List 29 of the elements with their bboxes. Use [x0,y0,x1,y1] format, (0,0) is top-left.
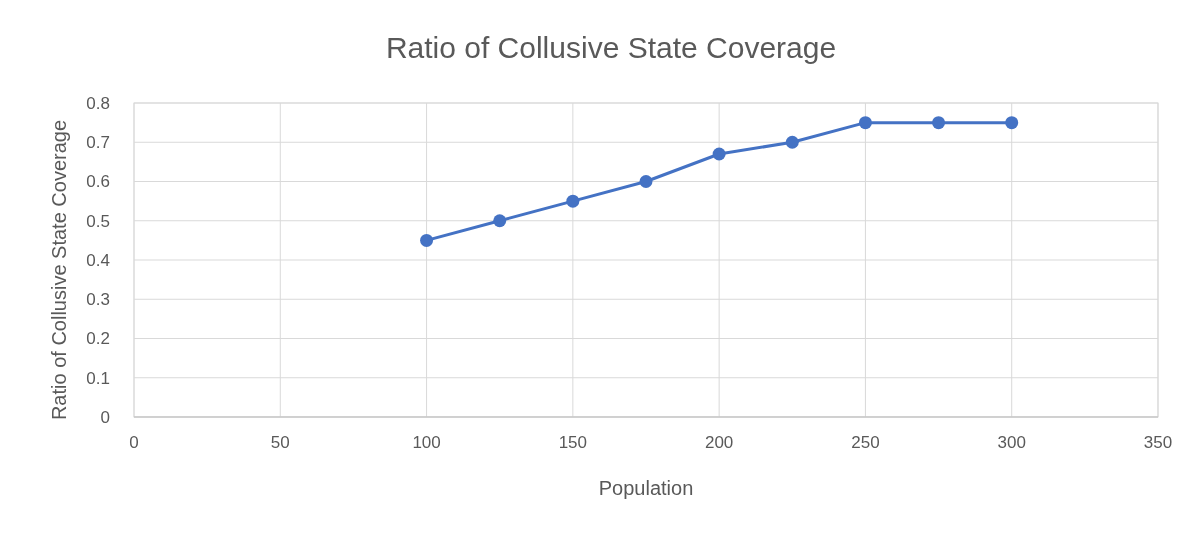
point [493,214,507,228]
y-tick-label: 0.6 [86,172,110,192]
point [639,175,653,188]
point [1005,116,1019,130]
y-tick-label: 0 [100,407,110,427]
point [712,147,726,161]
point [566,194,580,208]
y-axis-title: Ratio of Collusive State Coverage [48,119,70,421]
x-tick-label: 200 [704,433,734,452]
chart-title: Ratio of Collusive State Coverage [385,31,837,64]
x-axis-title: Population [598,477,694,499]
point [858,116,872,130]
x-tick-label: 150 [558,433,588,452]
x-tick-label: 100 [412,433,441,452]
y-tick-label: 0.8 [86,93,110,113]
point [932,116,946,130]
x-tick-label: 250 [851,433,880,452]
y-tick-label: 0.4 [86,250,110,270]
y-tick-label: 0.5 [86,211,110,231]
x-tick-label: 300 [997,433,1026,452]
x-tick-label: 350 [1143,433,1173,452]
y-tick-label: 0.1 [86,368,110,388]
x-tick-label: 0 [129,433,139,452]
point [420,233,434,247]
x-tick-label: 50 [270,433,290,452]
point [785,135,799,149]
y-tick-label: 0.3 [86,290,110,310]
y-tick-label: 0.7 [86,133,110,153]
y-tick-label: 0.2 [86,329,110,349]
